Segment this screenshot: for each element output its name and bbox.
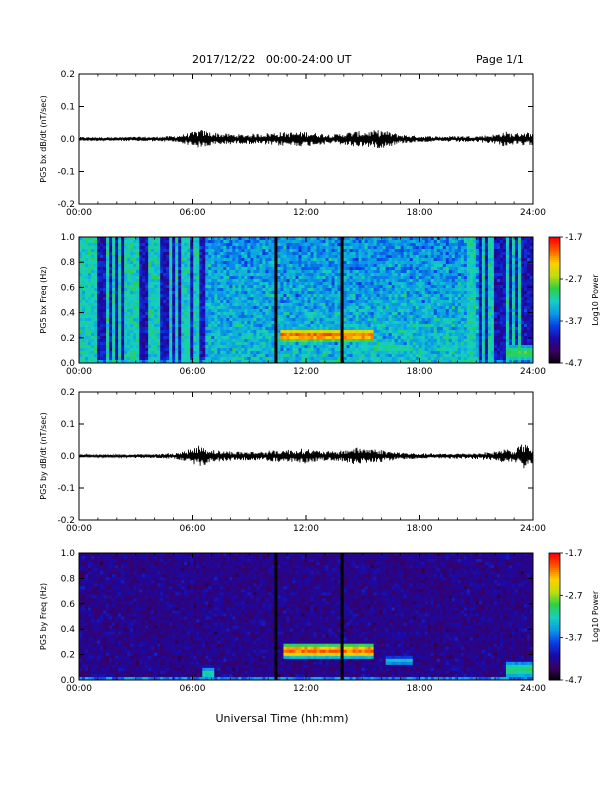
x-tick-label: 24:00: [520, 367, 546, 377]
colorbar-frame: [548, 236, 561, 364]
y-tick-label: 0.0: [61, 359, 76, 369]
colorbar-tick-label: -2.7: [565, 591, 583, 601]
y-tick-label: 0.6: [61, 600, 76, 610]
x-tick-label: 00:00: [66, 684, 92, 694]
x-tick-label: 12:00: [293, 684, 319, 694]
colorbar-tick-label: -1.7: [565, 233, 583, 243]
x-tick-label: 00:00: [66, 367, 92, 377]
x-tick-label: 12:00: [293, 524, 319, 534]
y-tick-label: 0.2: [61, 70, 75, 80]
plot-frame: [78, 391, 534, 521]
colorbar-tick-label: -2.7: [565, 275, 583, 285]
colorbar: -1.7 -2.7 -3.7 -4.7 Log10 Power: [548, 549, 600, 686]
y-axis-title: PG5 bx Freq (Hz): [39, 266, 48, 333]
y-tick-label: 0.4: [61, 625, 76, 635]
by-spectrogram-panel: -1.7 -2.7 -3.7 -4.7 Log10 Power 00:00 06:00 12:…: [39, 549, 600, 694]
colorbar-tick-label: -4.7: [565, 359, 583, 369]
colorbar-tick-label: -4.7: [565, 676, 583, 686]
y-tick-label: 0.2: [61, 334, 75, 344]
y-tick-label: 0.2: [61, 651, 75, 661]
spectrogram-image: [79, 237, 534, 364]
y-axis-title: PG5 bx dB/dt (nT/sec): [39, 95, 48, 182]
colorbar: -1.7 -2.7 -3.7 -4.7 Log10 Power: [548, 233, 600, 369]
x-tick-label: 18:00: [407, 524, 433, 534]
y-tick-label: 0.2: [61, 388, 75, 398]
x-tick-label: 18:00: [407, 208, 433, 218]
x-tick-label: 18:00: [407, 684, 433, 694]
plot-frame: [78, 552, 534, 681]
x-tick-label: 24:00: [520, 208, 546, 218]
x-axis-title: Universal Time (hh:mm): [216, 712, 349, 725]
bx-spectrogram-panel: -1.7 -2.7 -3.7 -4.7 Log10 Power 00:00 06:00 12:…: [39, 233, 600, 377]
y-tick-label: 0.8: [61, 574, 76, 584]
y-tick-label: 0.0: [61, 452, 76, 462]
y-tick-label: 0.4: [61, 309, 76, 319]
colorbar-frame: [548, 552, 561, 681]
plot-frame: [78, 73, 534, 205]
y-tick-label: 0.1: [61, 103, 75, 113]
x-tick-label: 06:00: [180, 367, 206, 377]
x-tick-label: 06:00: [180, 524, 206, 534]
y-tick-label: 0.0: [61, 676, 76, 686]
date-range-title: 2017/12/22 00:00-24:00 UT: [192, 53, 352, 66]
spectrogram-image: [79, 553, 534, 681]
colorbar-tick-label: -1.7: [565, 549, 583, 559]
x-tick-label: 24:00: [520, 684, 546, 694]
x-tick-label: 24:00: [520, 524, 546, 534]
x-tick-label: 12:00: [293, 367, 319, 377]
y-tick-label: 0.8: [61, 258, 76, 268]
colorbar-tick-label: -3.7: [565, 317, 583, 327]
bx-dbdt-panel: 00:00 06:00 12:00 18:00 24:00 0.2 0.1 0.0 -0.1 -0…: [39, 70, 546, 218]
dbdt-trace: [78, 444, 534, 469]
colorbar-title: Log10 Power: [591, 274, 600, 326]
y-tick-label: -0.1: [57, 484, 75, 494]
y-tick-label: 0.1: [61, 420, 75, 430]
x-tick-label: 06:00: [180, 208, 206, 218]
by-dbdt-panel: 00:00 06:00 12:00 18:00 24:00 0.2 0.1 0.0 -0.1 -0…: [39, 388, 546, 534]
y-tick-label: 0.0: [61, 135, 76, 145]
colorbar-title: Log10 Power: [591, 590, 600, 642]
y-tick-label: -0.1: [57, 168, 75, 178]
x-tick-label: 00:00: [66, 524, 92, 534]
y-tick-label: -0.2: [57, 200, 75, 210]
y-axis-title: PG5 by dB/dt (nT/sec): [39, 412, 48, 499]
colorbar-tick-label: -3.7: [565, 634, 583, 644]
y-tick-label: 1.0: [61, 233, 76, 243]
x-tick-label: 06:00: [180, 684, 206, 694]
x-tick-label: 12:00: [293, 208, 319, 218]
y-tick-label: -0.2: [57, 516, 75, 526]
dbdt-trace: [78, 129, 534, 149]
y-axis-title: PG5 by Freq (Hz): [39, 583, 48, 650]
y-tick-label: 0.6: [61, 283, 76, 293]
y-tick-label: 1.0: [61, 549, 76, 559]
plot-frame: [78, 236, 534, 364]
page-indicator: Page 1/1: [476, 53, 524, 66]
x-tick-label: 00:00: [66, 208, 92, 218]
x-tick-label: 18:00: [407, 367, 433, 377]
